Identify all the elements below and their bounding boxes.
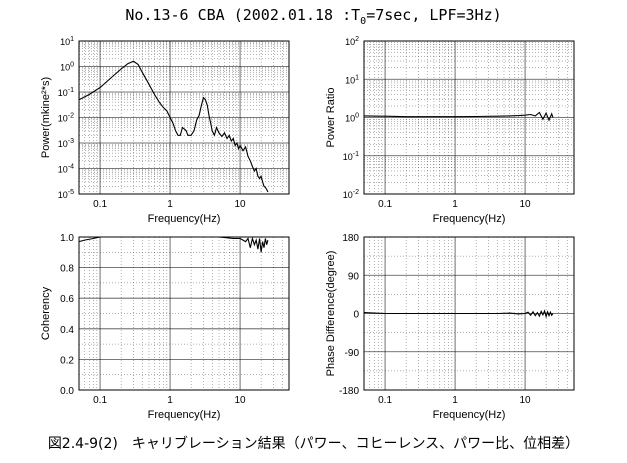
x-tick-label: 10	[235, 395, 247, 406]
y-tick-label: 10-1	[58, 87, 74, 98]
x-tick-label: 1	[167, 199, 173, 210]
y-tick-label: 100	[345, 113, 359, 124]
grid	[79, 236, 289, 391]
y-tick-label: 90	[348, 271, 360, 282]
y-tick-label: 0	[353, 310, 359, 321]
series-line	[363, 111, 554, 122]
x-tick-label: 10	[520, 199, 532, 210]
series-line	[363, 309, 554, 319]
y-tick-label: 1.0	[60, 233, 74, 244]
chart-coherency: 0.1 1 10 1.0 0.8 0.6 0.4 0.2 0.0 Frequency(Hz) Coh…	[40, 233, 290, 421]
plot-frame	[78, 40, 290, 195]
x-tick-label: 10	[235, 199, 247, 210]
y-tick-label: 102	[345, 36, 359, 47]
chart-power-ratio: 0.1 1 10 102 101 100 10-1 10-2 Frequency(Hz) Powe…	[325, 36, 575, 225]
y-tick-label: 0.2	[60, 355, 74, 366]
series-line	[78, 60, 269, 193]
y-tick-label: 0.6	[60, 294, 74, 305]
chart-power: 0.1 1 10 101 100 10-1 10-2 10-3 10-4 10-5 Frequenc…	[40, 36, 290, 225]
y-tick-label: 180	[342, 233, 359, 244]
x-axis-label: Frequency(Hz)	[148, 213, 221, 225]
x-tick-label: 1	[167, 395, 173, 406]
y-axis-label: Power Ratio	[325, 88, 337, 148]
figure-title-prefix: No.13-6 CBA (2002.01.18 :T	[125, 6, 361, 24]
x-tick-label: 10	[520, 395, 532, 406]
y-tick-label: 10-2	[58, 113, 74, 124]
figure-caption: 図2.4-9(2) キャリブレーション結果（パワー、コヒーレンス、パワー比、位相…	[47, 436, 580, 452]
x-tick-label: 1	[452, 199, 458, 210]
figure-title: No.13-6 CBA (2002.01.18 :T0=7sec, LPF=3H…	[0, 6, 627, 27]
plot-frame	[363, 40, 575, 195]
y-axis-label: Phase Difference(degree)	[325, 251, 337, 377]
y-tick-label: -90	[345, 348, 360, 359]
grid	[364, 41, 574, 194]
x-tick-label: 1	[452, 395, 458, 406]
plot-frame	[363, 236, 575, 391]
y-tick-label: 100	[60, 62, 74, 73]
x-tick-label: 0.1	[378, 395, 392, 406]
x-axis-label: Frequency(Hz)	[148, 409, 221, 421]
y-tick-label: 0.8	[60, 264, 74, 275]
y-tick-label: 10-3	[58, 138, 74, 149]
y-tick-label: 10-5	[58, 189, 74, 200]
y-axis-label: Coherency	[40, 286, 52, 340]
chart-phase-difference: 0.1 1 10 180 90 0 -90 -180 Frequency(Hz) Phase Di…	[325, 233, 575, 421]
series-line	[78, 236, 269, 253]
y-tick-label: 10-2	[343, 189, 359, 200]
y-axis-label: Power(mkine²*s)	[40, 77, 52, 158]
x-tick-label: 0.1	[93, 199, 107, 210]
y-tick-label: 101	[345, 74, 359, 85]
x-axis-label: Frequency(Hz)	[433, 409, 506, 421]
y-tick-label: -180	[339, 386, 359, 397]
x-tick-label: 0.1	[378, 199, 392, 210]
x-axis-label: Frequency(Hz)	[433, 213, 506, 225]
y-tick-label: 101	[60, 36, 74, 47]
grid	[79, 41, 289, 194]
y-tick-label: 0.0	[60, 386, 74, 397]
figure-title-suffix: =7sec, LPF=3Hz)	[366, 6, 502, 24]
y-tick-label: 10-1	[343, 151, 359, 162]
y-tick-label: 10-4	[58, 164, 74, 175]
figure-title-subscript: 0	[360, 16, 367, 27]
x-tick-label: 0.1	[93, 395, 107, 406]
y-tick-label: 0.4	[60, 325, 74, 336]
